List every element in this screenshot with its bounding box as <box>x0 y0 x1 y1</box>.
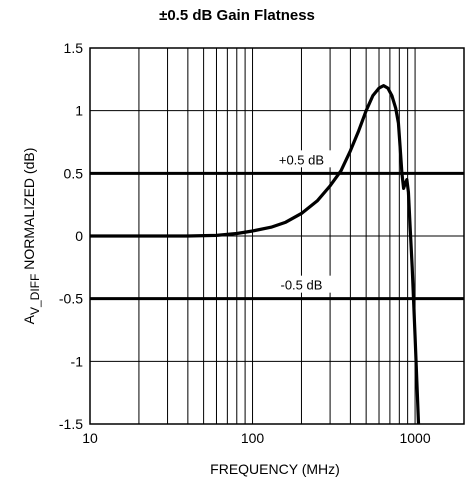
response-curve <box>90 84 421 425</box>
plot-frame <box>89 47 465 425</box>
chart-title: ±0.5 dB Gain Flatness <box>159 7 315 24</box>
x-tick-label: 10 <box>82 430 98 446</box>
x-axis-label: FREQUENCY (MHz) <box>210 461 340 477</box>
y-axis-label-prefix: A <box>21 314 37 324</box>
reference-line-label: -0.5 dB <box>281 278 323 293</box>
reference-lines: +0.5 dB -0.5 dB <box>90 150 464 301</box>
y-tick-label: 0 <box>75 228 83 244</box>
reference-label-background <box>268 275 335 293</box>
x-tick-label: 100 <box>241 430 265 446</box>
reference-label-background <box>268 150 335 168</box>
y-tick-label: 1.5 <box>64 40 84 56</box>
y-axis-label: AV_DIFF NORMALIZED (dB) <box>21 148 42 325</box>
y-tick-label: 1 <box>75 103 83 119</box>
x-tick-label: 1000 <box>399 430 430 446</box>
reference-line-label: +0.5 dB <box>279 152 324 167</box>
y-axis-label-suffix: NORMALIZED (dB) <box>21 148 37 274</box>
y-tick-label: -1.5 <box>59 416 83 432</box>
tick-labels: 1.5 1 0.5 0 -0.5 -1 -1.510 100 1000 <box>59 40 431 446</box>
y-axis-label-subscript: V_DIFF <box>28 274 42 315</box>
y-tick-label: -1 <box>71 353 84 369</box>
y-tick-label: 0.5 <box>64 165 84 181</box>
y-tick-label: -0.5 <box>59 291 83 307</box>
series <box>90 84 421 425</box>
